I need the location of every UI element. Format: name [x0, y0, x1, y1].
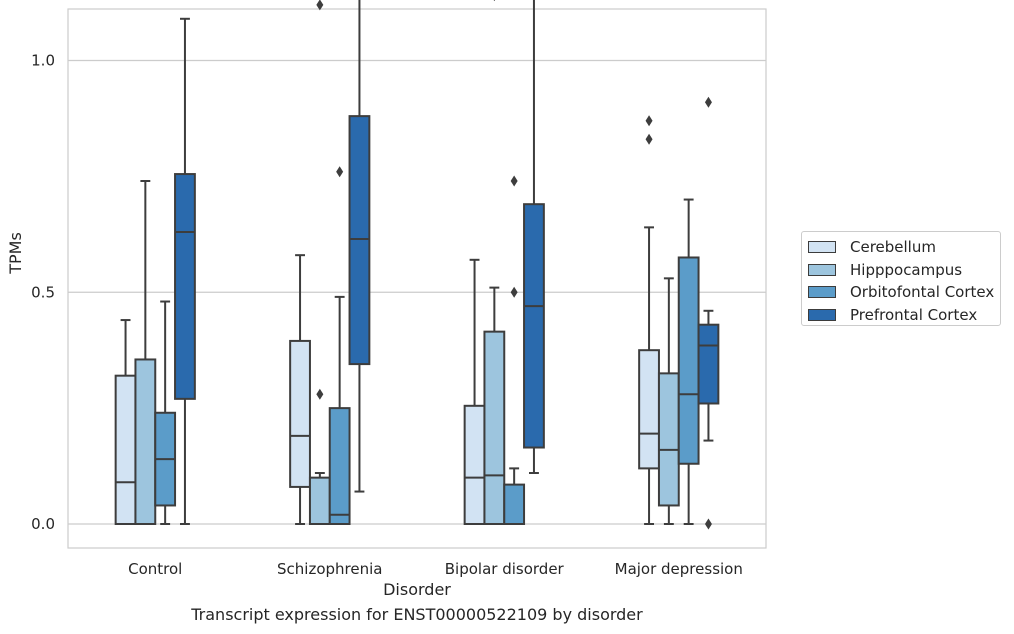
legend-item: Orbitofontal Cortex — [808, 281, 1000, 304]
legend-item: Prefrontal Cortex — [808, 304, 1000, 327]
x-axis-label: Disorder — [383, 580, 451, 599]
legend-swatch — [808, 308, 836, 321]
outlier-point — [493, 0, 496, 2]
box-iqr — [134, 358, 157, 525]
outlier-point — [645, 115, 653, 127]
boxes — [114, 0, 720, 530]
legend-swatch — [808, 286, 836, 299]
legend-label: Cerebellum — [850, 238, 936, 257]
outlier-point — [316, 388, 324, 400]
box-iqr — [289, 339, 311, 488]
box-iqr — [348, 115, 371, 366]
plot-frame — [67, 8, 767, 549]
x-tick-label: Schizophrenia — [277, 560, 382, 578]
outlier-point — [704, 96, 712, 108]
box-orbitofontal-cortex-2 — [503, 175, 526, 526]
box-cerebellum-0 — [114, 319, 137, 525]
outlier-point — [645, 133, 653, 145]
box-prefrontal-cortex-0 — [174, 17, 196, 525]
x-tick-label: Control — [128, 560, 182, 578]
box-iqr — [483, 330, 506, 525]
legend-label: Orbitofontal Cortex — [850, 283, 995, 302]
box-orbitofontal-cortex-3 — [677, 198, 700, 525]
legend-item: Hipppocampus — [808, 259, 1000, 282]
box-iqr — [677, 256, 700, 465]
box-iqr — [638, 349, 660, 470]
box-iqr — [697, 323, 720, 405]
legend-swatch — [808, 263, 836, 276]
box-orbitofontal-cortex-0 — [154, 300, 177, 525]
box-iqr — [174, 173, 196, 400]
outlier-point — [510, 175, 518, 187]
box-prefrontal-cortex-1 — [348, 0, 371, 493]
box-hipppocampus-1 — [308, 0, 331, 525]
outlier-point — [316, 0, 324, 11]
axis-ticks: 0.00.51.01.52.0ControlSchizophreniaBipol… — [31, 52, 743, 579]
y-tick-label: 0.0 — [31, 515, 55, 533]
outlier-point — [510, 286, 518, 298]
legend: Cerebellum Hipppocampus Orbitofontal Corte… — [801, 231, 1001, 326]
y-tick-label: 1.0 — [31, 52, 55, 70]
box-hipppocampus-3 — [657, 277, 680, 525]
box-prefrontal-cortex-3 — [697, 96, 720, 530]
box-orbitofontal-cortex-1 — [328, 166, 351, 525]
outlier-point — [704, 518, 712, 530]
outlier-point — [336, 166, 344, 178]
box-iqr — [463, 404, 486, 525]
legend-swatch — [808, 241, 836, 254]
box-cerebellum-3 — [638, 115, 660, 525]
y-axis-label: TPMs — [6, 232, 25, 275]
box-iqr — [523, 203, 545, 449]
legend-item: Cerebellum — [808, 236, 1000, 259]
x-tick-label: Major depression — [615, 560, 743, 578]
box-iqr — [657, 372, 680, 507]
x-tick-label: Bipolar disorder — [445, 560, 565, 578]
box-hipppocampus-0 — [134, 180, 157, 525]
chart-caption: Transcript expression for ENST0000052210… — [191, 605, 643, 624]
box-hipppocampus-2 — [483, 0, 506, 525]
box-cerebellum-2 — [463, 258, 486, 525]
box-iqr — [503, 483, 526, 526]
box-cerebellum-1 — [289, 254, 311, 525]
box-iqr — [328, 407, 351, 525]
legend-label: Hipppocampus — [850, 260, 963, 279]
box-iqr — [308, 476, 331, 525]
y-tick-label: 0.5 — [31, 283, 55, 301]
legend-label: Prefrontal Cortex — [850, 305, 978, 324]
box-iqr — [114, 374, 137, 525]
box-prefrontal-cortex-2 — [523, 0, 545, 475]
